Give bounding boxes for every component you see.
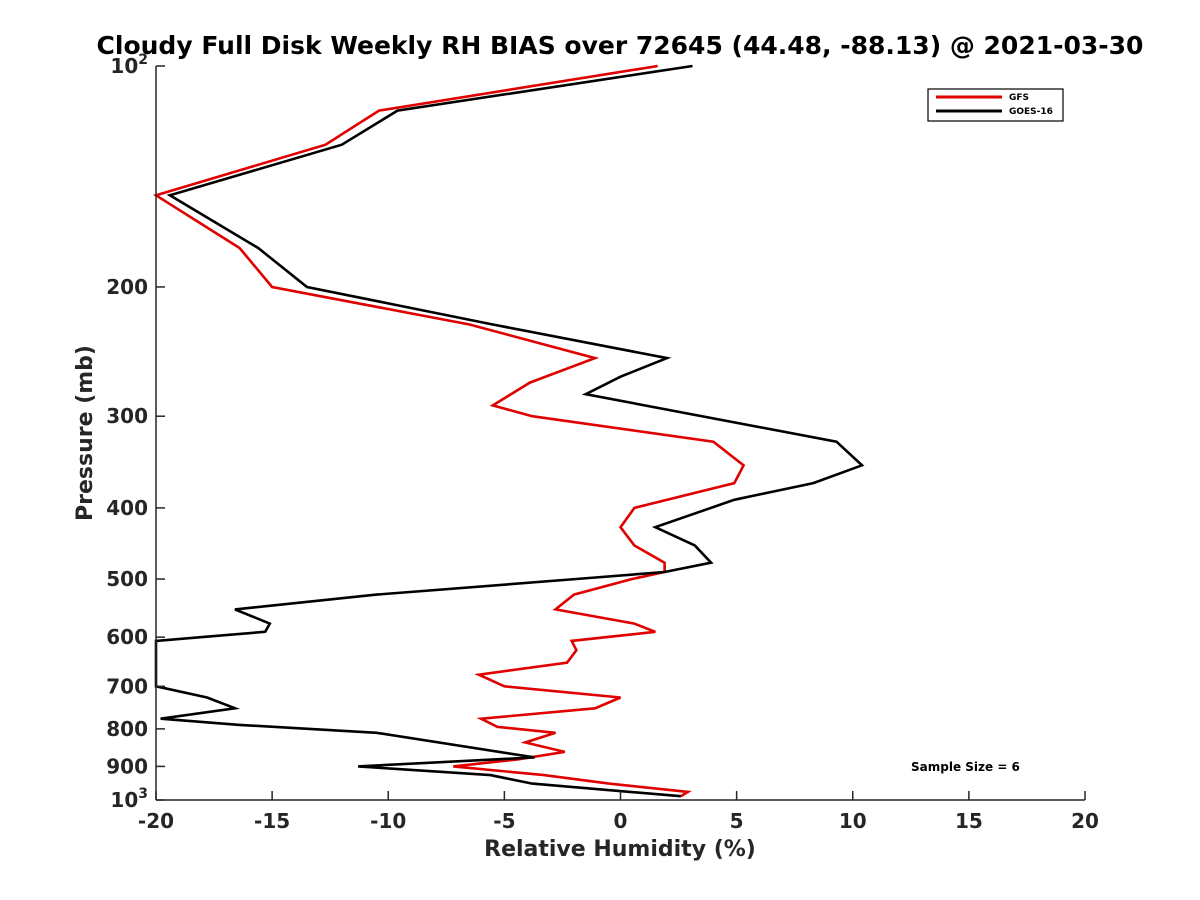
x-tick-label: 15 — [955, 809, 983, 833]
y-axis-label: Pressure (mb) — [73, 345, 98, 521]
x-tick-label: -5 — [493, 809, 515, 833]
x-tick-label: 5 — [730, 809, 744, 833]
sample-size-annotation: Sample Size = 6 — [911, 760, 1020, 774]
series-line-goes-16 — [154, 64, 865, 798]
y-tick-label: 900 — [106, 754, 148, 778]
series-line-gfs — [152, 64, 746, 798]
y-tick-label: 300 — [106, 404, 148, 428]
plot-lines — [152, 64, 865, 798]
legend-gfs-label: GFS — [1009, 93, 1029, 103]
y-tick-label: 800 — [106, 717, 148, 741]
y-tick-label: 400 — [106, 496, 148, 520]
y-tick-label: 700 — [106, 674, 148, 698]
x-axis-label: Relative Humidity (%) — [484, 837, 756, 862]
x-tick-label: -20 — [138, 809, 174, 833]
x-tick-label: 0 — [614, 809, 628, 833]
y-tick-label: 103 — [110, 786, 148, 812]
legend-goes-label: GOES-16 — [1009, 107, 1053, 117]
x-ticks: -20 -15 -10 -5 0 5 10 15 20 — [138, 791, 1099, 833]
x-tick-label: 10 — [839, 809, 867, 833]
x-tick-label: -10 — [370, 809, 406, 833]
y-tick-label: 600 — [106, 625, 148, 649]
y-tick-label: 500 — [106, 567, 148, 591]
legend-box — [927, 88, 1064, 122]
legend: GFS GOES-16 — [927, 88, 1064, 122]
y-ticks: 102 200 300 400 500 600 700 800 900 103 — [106, 52, 165, 812]
x-tick-label: -15 — [254, 809, 290, 833]
y-tick-label: 200 — [106, 275, 148, 299]
x-tick-label: 20 — [1071, 809, 1099, 833]
y-tick-label: 102 — [110, 52, 148, 78]
chart-title: Cloudy Full Disk Weekly RH BIAS over 726… — [97, 31, 1144, 60]
